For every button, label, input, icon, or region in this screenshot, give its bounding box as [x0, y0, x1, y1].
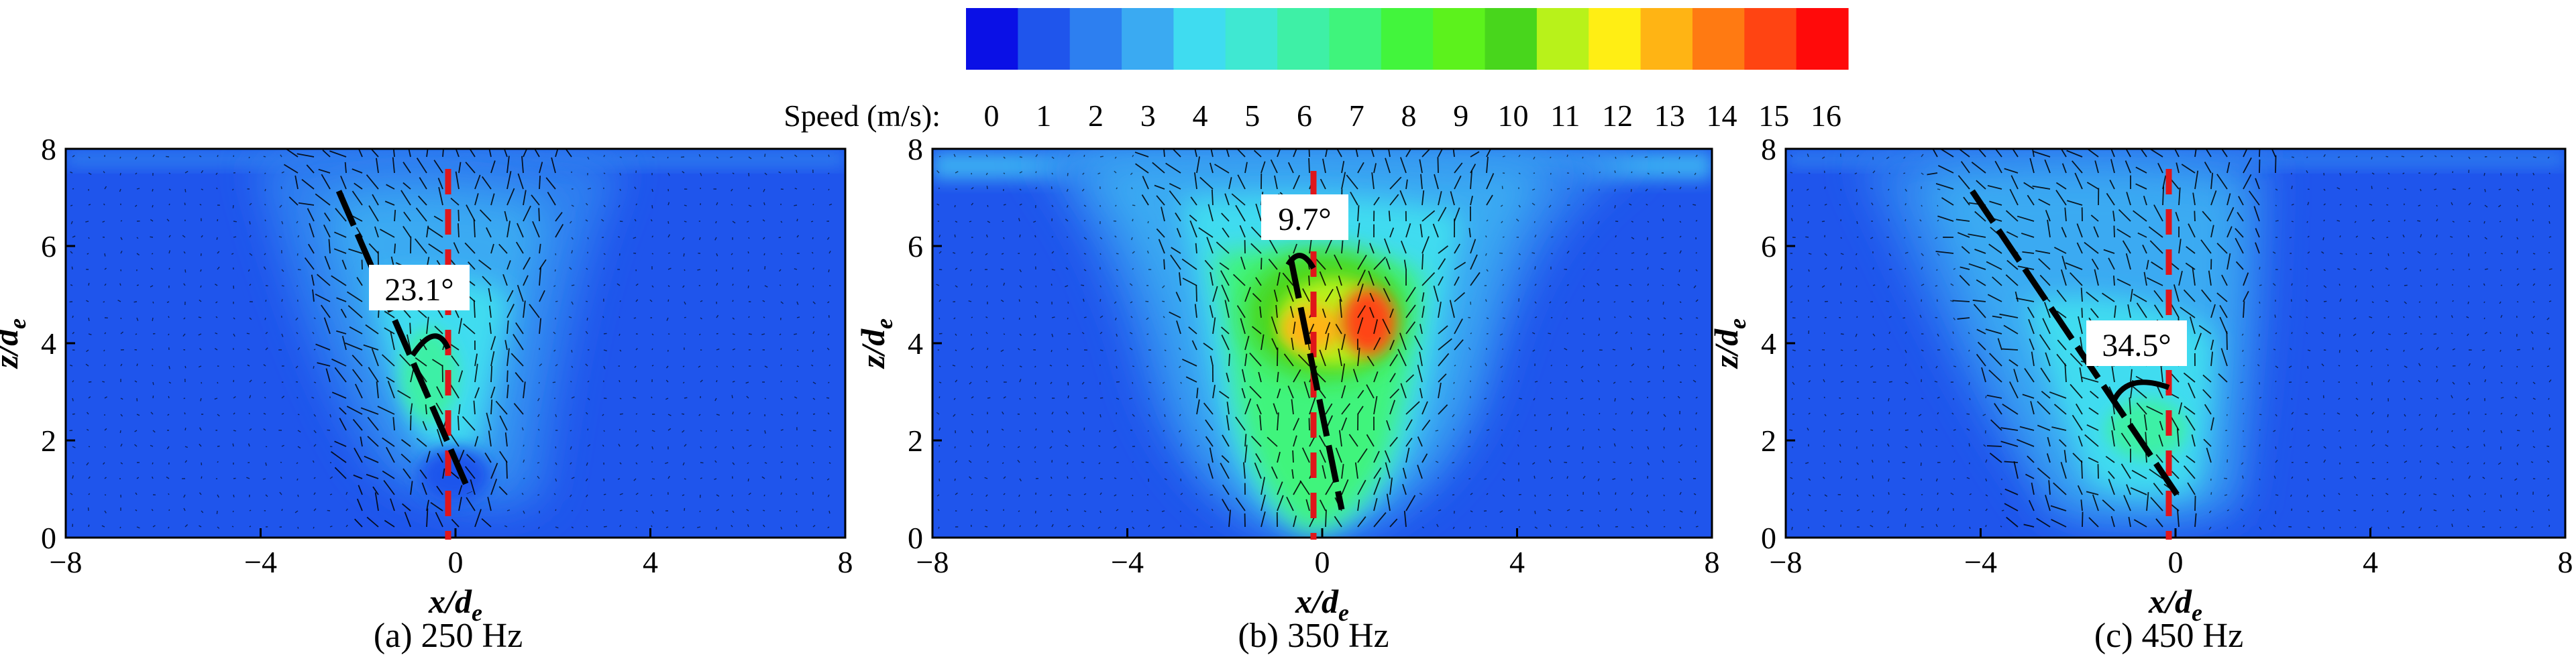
colorbar-tick-label: 11 [1550, 99, 1580, 133]
colorbar-swatch [1070, 8, 1122, 70]
y-tick-label: 2 [41, 424, 56, 458]
colorbar-swatch [1381, 8, 1434, 70]
colorbar-swatch [1018, 8, 1070, 70]
colorbar-swatch [1122, 8, 1174, 70]
y-tick-label: 6 [1761, 229, 1776, 263]
y-tick-label: 4 [41, 326, 56, 361]
caption-b: (b) 350 Hz [1238, 617, 1389, 655]
x-tick-label: 8 [1705, 545, 1720, 579]
caption-a: (a) 250 Hz [374, 617, 523, 655]
colorbar-tick-label: 2 [1088, 99, 1104, 133]
svg-text:34.5°: 34.5° [2102, 328, 2171, 363]
colorbar-tick-label: 3 [1140, 99, 1156, 133]
colorbar-tick-label: 9 [1453, 99, 1468, 133]
caption-c: (c) 450 Hz [2094, 617, 2243, 655]
y-tick-label: 2 [1761, 424, 1776, 458]
x-tick-label: 0 [448, 545, 464, 579]
colorbar-swatch [1433, 8, 1485, 70]
y-tick-label: 6 [908, 229, 923, 263]
colorbar-swatch [1589, 8, 1641, 70]
x-tick-label: −4 [1964, 545, 1997, 579]
y-axis-label: z/de [1707, 318, 1751, 369]
colorbar-tick-label: 12 [1602, 99, 1633, 133]
colorbar-tick-label: 13 [1654, 99, 1685, 133]
panel-c: 34.5° [1786, 139, 2565, 540]
colorbar-swatch [1641, 8, 1693, 70]
x-tick-label: 4 [2363, 545, 2378, 579]
x-tick-label: 0 [2168, 545, 2184, 579]
colorbar-tick-label: 7 [1349, 99, 1364, 133]
colorbar-swatch [966, 8, 1018, 70]
colorbar-swatch [1329, 8, 1381, 70]
x-tick-label: 0 [1315, 545, 1330, 579]
colorbar-tick-label: 1 [1036, 99, 1051, 133]
y-tick-label: 4 [908, 326, 923, 361]
colorbar-swatch [1796, 8, 1849, 70]
colorbar-tick-label: 5 [1244, 99, 1260, 133]
x-tick-label: −4 [244, 545, 277, 579]
y-tick-label: 4 [1761, 326, 1776, 361]
colorbar-tick-label: 15 [1758, 99, 1789, 133]
y-tick-label: 2 [908, 424, 923, 458]
colorbar-tick-label: 8 [1401, 99, 1417, 133]
svg-text:9.7°: 9.7° [1278, 202, 1331, 237]
colorbar-tick-label: 14 [1707, 99, 1737, 133]
y-tick-label: 8 [1761, 132, 1776, 166]
y-tick-label: 8 [41, 132, 56, 166]
colorbar-swatch [1693, 8, 1745, 70]
colorbar-swatches [966, 8, 1849, 70]
colorbar-tick-label: 0 [984, 99, 1000, 133]
y-tick-label: 6 [41, 229, 56, 263]
y-tick-label: 0 [1761, 521, 1776, 555]
colorbar-tick-label: 6 [1297, 99, 1312, 133]
colorbar-label: Speed (m/s): [784, 99, 941, 133]
x-tick-label: 8 [2558, 545, 2573, 579]
x-tick-label: −4 [1111, 545, 1144, 579]
x-tick-label: 8 [838, 545, 853, 579]
panel-b: 9.7° [932, 139, 1712, 540]
colorbar-swatch [1277, 8, 1330, 70]
colorbar-swatch [1226, 8, 1278, 70]
angle-label-c: 34.5° [2086, 320, 2187, 366]
colorbar-tick-label: 10 [1498, 99, 1529, 133]
x-tick-label: 4 [1509, 545, 1525, 579]
y-tick-label: 0 [908, 521, 923, 555]
colorbar-swatch [1744, 8, 1796, 70]
colorbar-swatch [1485, 8, 1538, 70]
y-axis-label: z/de [854, 318, 898, 369]
panel-a: 23.1° [66, 140, 845, 540]
y-tick-label: 0 [41, 521, 56, 555]
colorbar-tick-label: 4 [1193, 99, 1208, 133]
colorbar-swatch [1537, 8, 1589, 70]
colorbar-tick-label: 16 [1811, 99, 1841, 133]
angle-label-a: 23.1° [369, 265, 470, 310]
colorbar-swatch [1173, 8, 1226, 70]
angle-label-b: 9.7° [1261, 194, 1348, 240]
svg-text:23.1°: 23.1° [384, 272, 453, 308]
y-axis-label: z/de [0, 318, 31, 369]
x-tick-label: 4 [643, 545, 658, 579]
y-tick-label: 8 [908, 132, 923, 166]
